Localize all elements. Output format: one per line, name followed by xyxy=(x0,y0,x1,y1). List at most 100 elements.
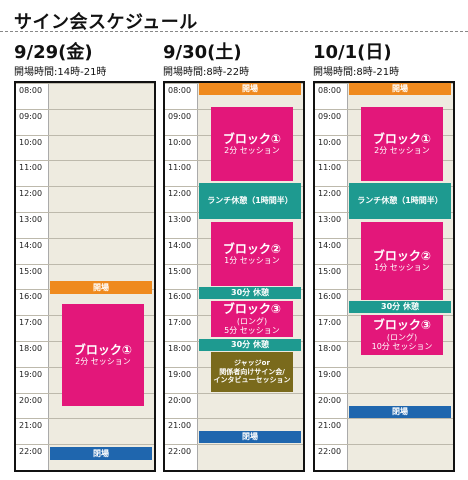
session-block-3: ブロック③ (ロング) 10分 セッション xyxy=(361,315,443,355)
time-label: 13:00 xyxy=(19,215,43,224)
hour-row-line xyxy=(16,83,154,84)
judge-session-block: ジャッジor 関係者向けサイン会/ インタビューセッション xyxy=(211,352,293,392)
page-title: サイン会スケジュール xyxy=(14,12,198,33)
close-block: 閉場 xyxy=(50,447,152,460)
time-label: 11:00 xyxy=(168,163,192,173)
lunch-break-block: ランチ休憩（1時間半） xyxy=(199,183,301,219)
time-label: 16:00 xyxy=(318,292,342,302)
session-subtitle: 2分 セッション xyxy=(374,146,430,156)
break-label: 30分 休憩 xyxy=(381,302,419,312)
hour-row-line xyxy=(16,212,154,213)
time-label: 09:00 xyxy=(168,111,192,121)
schedule-grid: 08:00 09:00 10:00 11:00 12:00 13:00 14:00 15:00… xyxy=(313,81,455,472)
time-label: 15:00 xyxy=(318,266,342,276)
time-label: 20:00 xyxy=(168,395,192,405)
session-block-2: ブロック② 1分 セッション xyxy=(361,222,443,300)
hour-row-line xyxy=(315,366,453,368)
time-label: 16:00 xyxy=(168,292,192,302)
open-block: 開場 xyxy=(199,83,301,95)
hour-row-line xyxy=(16,418,154,420)
time-label: 12:00 xyxy=(318,189,342,199)
time-label: 09:00 xyxy=(318,111,342,121)
session-title: ブロック① xyxy=(222,131,282,146)
open-block: 開場 xyxy=(349,83,451,95)
time-label: 13:00 xyxy=(318,215,342,224)
time-label: 09:00 xyxy=(19,111,43,121)
time-label: 08:00 xyxy=(168,86,192,95)
time-column xyxy=(165,83,198,470)
time-label: 17:00 xyxy=(168,318,192,328)
time-label: 15:00 xyxy=(168,266,192,276)
schedule-grid: 08:00 09:00 10:00 11:00 12:00 13:00 14:00 15:00… xyxy=(14,81,156,472)
time-label: 12:00 xyxy=(168,189,192,199)
time-label: 10:00 xyxy=(318,137,342,147)
session-block-1: ブロック① 2分 セッション xyxy=(211,107,293,181)
schedule-grid: 08:00 09:00 10:00 11:00 12:00 13:00 14:00 15:00… xyxy=(163,81,305,472)
session-subtitle: 10分 セッション xyxy=(371,341,433,351)
time-label: 17:00 xyxy=(318,318,342,328)
time-label: 17:00 xyxy=(19,318,43,328)
time-column xyxy=(315,83,348,470)
time-label: 13:00 xyxy=(168,215,192,224)
lunch-break-label: ランチ休憩（1時間半） xyxy=(357,196,443,206)
break-label: 30分 休憩 xyxy=(231,340,269,350)
session-title: ブロック③ xyxy=(222,301,282,316)
day-date: 9/29(金) xyxy=(14,42,93,63)
session-block-3: ブロック③ (ロング) 5分 セッション xyxy=(211,301,293,337)
time-label: 18:00 xyxy=(19,344,43,353)
session-block-1: ブロック① 2分 セッション xyxy=(62,304,144,406)
close-label: 閉場 xyxy=(93,448,109,458)
time-label: 21:00 xyxy=(168,421,192,431)
time-label: 20:00 xyxy=(318,395,342,405)
close-block: 閉場 xyxy=(349,406,451,418)
close-label: 閉場 xyxy=(392,407,408,417)
time-label: 19:00 xyxy=(168,369,192,379)
lunch-break-label: ランチ休憩（1時間半） xyxy=(207,196,293,206)
hour-row-line xyxy=(315,418,453,420)
hour-row-line xyxy=(16,186,154,188)
time-label: 10:00 xyxy=(168,137,192,147)
hour-row-line xyxy=(165,444,303,446)
session-block-2: ブロック② 1分 セッション xyxy=(211,222,293,286)
time-label: 21:00 xyxy=(19,421,43,431)
session-subtitle: 2分 セッション xyxy=(224,146,280,156)
time-label: 14:00 xyxy=(19,240,43,250)
hour-row-line xyxy=(16,160,154,162)
close-label: 閉場 xyxy=(242,432,258,442)
session-title: ブロック② xyxy=(372,248,432,263)
open-label: 開場 xyxy=(93,282,109,292)
session-subtitle: 2分 セッション xyxy=(75,357,131,367)
time-label: 08:00 xyxy=(19,86,43,95)
time-label: 15:00 xyxy=(19,266,43,276)
time-label: 14:00 xyxy=(168,240,192,250)
time-label: 11:00 xyxy=(19,163,43,173)
time-label: 18:00 xyxy=(318,344,342,353)
hour-row-line xyxy=(315,444,453,446)
lunch-break-block: ランチ休憩（1時間半） xyxy=(349,183,451,219)
session-note: (ロング) xyxy=(236,316,268,326)
session-title: ブロック③ xyxy=(372,317,432,332)
time-column xyxy=(16,83,49,470)
time-label: 18:00 xyxy=(168,344,192,353)
time-label: 08:00 xyxy=(318,86,342,95)
time-label: 22:00 xyxy=(168,447,192,457)
day-open-hours: 開場時間:14時-21時 xyxy=(14,67,107,78)
hour-row-line xyxy=(16,134,154,136)
title-divider xyxy=(0,31,468,32)
session-title: ブロック① xyxy=(372,131,432,146)
session-title: ブロック② xyxy=(222,241,282,256)
break-block-2: 30分 休憩 xyxy=(199,339,301,351)
hour-row-line xyxy=(16,108,154,110)
open-block: 開場 xyxy=(50,281,152,294)
day-date: 9/30(土) xyxy=(163,42,242,63)
break-block-1: 30分 休憩 xyxy=(349,301,451,313)
hour-row-line xyxy=(165,392,303,394)
time-label: 14:00 xyxy=(318,240,342,250)
hour-row-line xyxy=(16,263,154,265)
day-open-hours: 開場時間:8時-21時 xyxy=(313,67,400,78)
judge-line-1: ジャッジor xyxy=(234,358,270,367)
time-label: 10:00 xyxy=(19,137,43,147)
session-subtitle: 1分 セッション xyxy=(374,263,430,273)
close-block: 閉場 xyxy=(199,431,301,443)
hour-row-line xyxy=(16,444,154,446)
